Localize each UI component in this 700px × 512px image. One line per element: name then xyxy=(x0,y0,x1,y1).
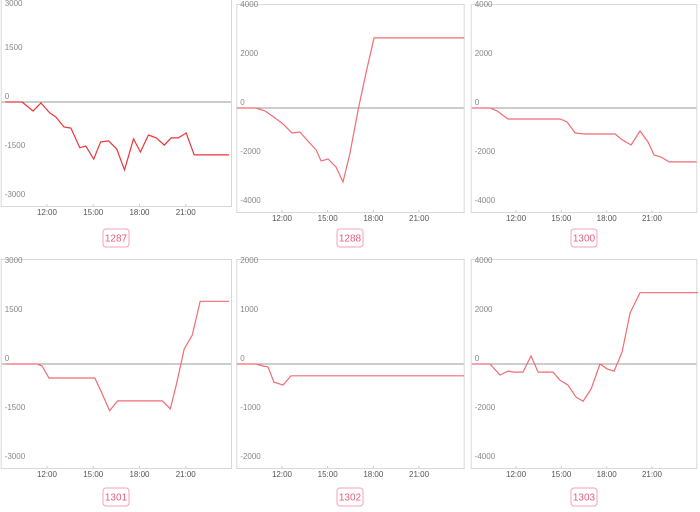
y-tick-label: -3000 xyxy=(5,190,26,199)
title-box xyxy=(336,487,364,507)
y-tick-label: -4000 xyxy=(240,196,261,205)
y-tick-label: 4000 xyxy=(240,0,258,9)
x-tick-label: 15:00 xyxy=(318,214,339,223)
x-tick-label: 18:00 xyxy=(597,214,618,223)
y-tick-label: -1000 xyxy=(240,403,261,412)
chart-panel: 3000 1500 0 -1500 -3000 12:00 15:00 18:00 21:00 1… xyxy=(0,256,233,507)
x-tick-label: 15:00 xyxy=(83,208,104,217)
chart-title: 1303 xyxy=(573,493,596,504)
data-line xyxy=(236,363,465,386)
panel-frame xyxy=(236,259,465,469)
x-tick-label: 18:00 xyxy=(129,208,150,217)
chart-title: 1287 xyxy=(105,234,128,245)
y-tick-label: 0 xyxy=(475,98,480,107)
y-tick-label: 0 xyxy=(5,92,10,101)
y-tick-label: 1500 xyxy=(5,43,23,52)
x-tick-label: 15:00 xyxy=(318,470,339,479)
x-tick-label: 12:00 xyxy=(506,214,527,223)
y-tick-label: 4000 xyxy=(475,256,493,265)
panel-frame xyxy=(0,0,233,207)
x-tick-label: 18:00 xyxy=(363,214,384,223)
panel-frame xyxy=(470,259,698,469)
title-box xyxy=(570,228,598,248)
y-tick-label: 4000 xyxy=(475,0,493,9)
y-tick-label: 0 xyxy=(475,354,480,363)
y-tick-label: -2000 xyxy=(240,452,261,461)
chart-panel: 4000 2000 0 -2000 -4000 12:00 15:00 18:00 21:00 1… xyxy=(470,256,699,507)
y-tick-label: 2000 xyxy=(240,256,258,265)
x-tick-label: 12:00 xyxy=(272,470,293,479)
x-tick-label: 15:00 xyxy=(551,470,572,479)
y-tick-label: -2000 xyxy=(475,147,496,156)
chart-title: 1302 xyxy=(339,493,362,504)
chart-panel: 4000 2000 0 -2000 -4000 12:00 15:00 18:00 21:00 1… xyxy=(470,0,698,248)
y-tick-label: -3000 xyxy=(5,452,26,461)
title-box xyxy=(336,228,364,248)
y-tick-label: -2000 xyxy=(240,147,261,156)
y-tick-label: 0 xyxy=(5,354,10,363)
y-tick-label: 0 xyxy=(240,98,245,107)
y-tick-label: -1500 xyxy=(5,141,26,150)
x-tick-label: 18:00 xyxy=(129,470,150,479)
x-tick-label: 12:00 xyxy=(272,214,293,223)
x-tick-label: 12:00 xyxy=(37,208,58,217)
y-tick-label: -1500 xyxy=(5,403,26,412)
chart-title: 1301 xyxy=(105,493,128,504)
data-line xyxy=(472,292,699,403)
x-tick-label: 21:00 xyxy=(642,214,663,223)
y-tick-label: 1500 xyxy=(5,305,23,314)
x-tick-label: 18:00 xyxy=(363,470,384,479)
y-tick-label: -2000 xyxy=(475,403,496,412)
chart-title: 1288 xyxy=(339,234,362,245)
x-tick-label: 18:00 xyxy=(597,470,618,479)
title-box xyxy=(570,487,598,507)
x-tick-label: 12:00 xyxy=(506,470,527,479)
x-tick-label: 21:00 xyxy=(409,214,430,223)
chart-title: 1300 xyxy=(573,234,596,245)
chart-panel: 3000 1500 0 -1500 -3000 12:00 15:00 18:00 21:00 1… xyxy=(0,0,233,248)
chart-panel: 4000 2000 0 -2000 -4000 12:00 15:00 18:00 21:00 1… xyxy=(236,0,465,248)
x-tick-label: 21:00 xyxy=(176,470,197,479)
panel-frame xyxy=(470,4,698,213)
y-tick-label: 3000 xyxy=(5,256,23,265)
data-line xyxy=(5,300,230,412)
x-tick-label: 15:00 xyxy=(551,214,572,223)
x-tick-label: 15:00 xyxy=(83,470,104,479)
x-tick-label: 21:00 xyxy=(176,208,197,217)
x-tick-label: 21:00 xyxy=(409,470,430,479)
panel-frame xyxy=(236,4,465,213)
y-tick-label: 0 xyxy=(240,354,245,363)
x-tick-label: 21:00 xyxy=(642,470,663,479)
y-tick-label: 1000 xyxy=(240,305,258,314)
y-tick-label: 2000 xyxy=(240,49,258,58)
x-tick-label: 12:00 xyxy=(37,470,58,479)
title-box xyxy=(102,228,130,248)
data-line xyxy=(472,107,697,163)
title-box xyxy=(102,487,130,507)
y-tick-label: 3000 xyxy=(5,0,23,8)
data-line xyxy=(5,101,230,172)
y-tick-label: 2000 xyxy=(475,305,493,314)
y-tick-label: -4000 xyxy=(475,196,496,205)
data-line xyxy=(236,37,465,184)
y-tick-label: 2000 xyxy=(475,49,493,58)
panel-frame xyxy=(0,259,233,469)
chart-panel: 2000 1000 0 -1000 -2000 12:00 15:00 18:00 21:00 1… xyxy=(236,256,465,507)
y-tick-label: -4000 xyxy=(475,452,496,461)
